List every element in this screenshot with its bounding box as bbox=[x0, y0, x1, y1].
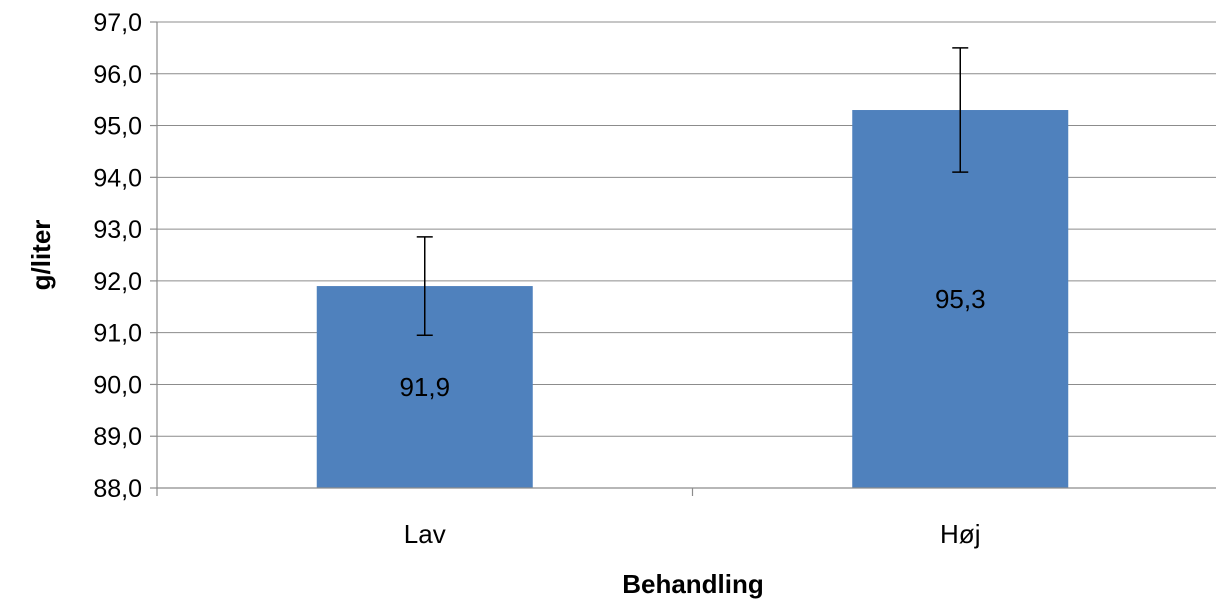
y-tick-label: 89,0 bbox=[93, 423, 142, 451]
x-tick-label: Høj bbox=[940, 519, 980, 549]
x-tick-label: Lav bbox=[404, 519, 446, 549]
y-axis-tick-labels: 88,0 89,0 90,0 91,0 92,0 93,0 94,0 95,0 96,0 97,0 bbox=[93, 9, 142, 503]
y-tick-label: 88,0 bbox=[93, 475, 142, 503]
x-axis-tick-labels: Lav Høj bbox=[404, 519, 981, 549]
data-label: 91,9 bbox=[399, 372, 450, 402]
y-tick-label: 92,0 bbox=[93, 268, 142, 296]
data-label: 95,3 bbox=[935, 284, 986, 314]
error-bars bbox=[416, 47, 969, 337]
y-tick-label: 96,0 bbox=[93, 61, 142, 89]
y-tick-label: 94,0 bbox=[93, 164, 142, 192]
bar-2 bbox=[852, 110, 1069, 489]
y-tick-label: 95,0 bbox=[93, 113, 142, 141]
y-axis-title: g/liter bbox=[26, 220, 56, 291]
data-labels: 91,9 95,3 bbox=[399, 284, 985, 402]
axes bbox=[150, 21, 1216, 496]
y-tick-label: 93,0 bbox=[93, 216, 142, 244]
y-tick-label: 97,0 bbox=[93, 9, 142, 37]
y-tick-label: 91,0 bbox=[93, 320, 142, 348]
x-axis-title: Behandling bbox=[622, 569, 764, 599]
y-tick-label: 90,0 bbox=[93, 371, 142, 399]
